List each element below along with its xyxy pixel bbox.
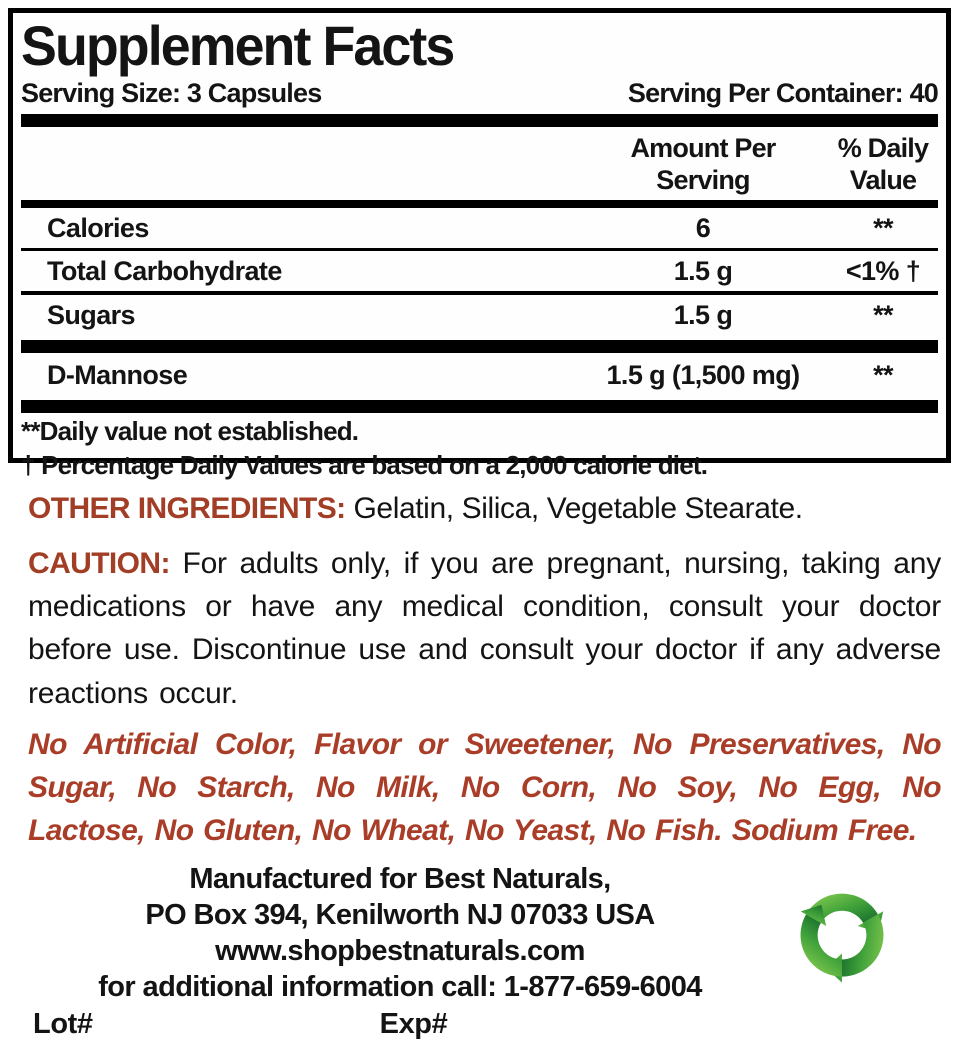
table-row-total-carbohydrate: Total Carbohydrate 1.5 g <1% † (21, 247, 938, 291)
table-row-calories: Calories 6 ** (21, 208, 938, 248)
daily-value-header: % Daily Value (828, 133, 938, 197)
row-dv: ** (873, 212, 893, 243)
spacer (21, 133, 578, 197)
table-row-sugars: Sugars 1.5 g ** (21, 290, 938, 335)
row-amount: 1.5 g (1,500 mg) (606, 359, 801, 390)
amount-header-line2: Serving (656, 164, 750, 195)
allergen-claims: No Artificial Color, Flavor or Sweetener… (28, 727, 942, 848)
other-ingredients-label: OTHER INGREDIENTS: (28, 492, 346, 525)
recycle-icon (781, 850, 903, 1008)
serving-size: Serving Size: 3 Capsules (21, 77, 322, 108)
other-ingredients: OTHER INGREDIENTS: Gelatin, Silica, Vege… (0, 489, 959, 528)
panel-title: Supplement Facts (21, 14, 455, 77)
exp-label: Exp# (379, 1008, 448, 1041)
dv-header-line2: Value (849, 164, 917, 195)
other-ingredients-text: Gelatin, Silica, Vegetable Stearate. (345, 492, 803, 525)
table-row-d-mannose: D-Mannose 1.5 g (1,500 mg) ** (21, 355, 938, 395)
phone-line: for additional information call: 1-877-6… (98, 971, 702, 1004)
row-name: Total Carbohydrate (47, 255, 282, 286)
row-name: D-Mannose (47, 359, 188, 390)
row-amount: 1.5 g (673, 255, 733, 286)
caution: CAUTION: For adults only, if you are pre… (0, 542, 959, 715)
website: www.shopbestnaturals.com (215, 935, 585, 968)
row-dv: <1% † (845, 255, 921, 286)
row-dv: ** (873, 299, 893, 330)
serving-row: Serving Size: 3 Capsules Serving Per Con… (21, 77, 939, 109)
address-line: PO Box 394, Kenilworth NJ 07033 USA (145, 899, 655, 932)
footnote-daily-value: **Daily value not established. (21, 415, 359, 446)
divider-medium (21, 199, 938, 208)
supplement-facts-panel: Supplement Facts Serving Size: 3 Capsule… (8, 8, 951, 480)
divider-thick (21, 113, 938, 127)
manufacturer-line: Manufactured for Best Naturals, (189, 863, 611, 896)
caution-label: CAUTION: (28, 547, 170, 580)
row-name: Calories (47, 212, 149, 243)
manufacturer-block: Manufactured for Best Naturals, PO Box 3… (0, 862, 800, 1006)
divider-thick (21, 339, 938, 353)
lot-label: Lot# (33, 1008, 93, 1041)
amount-per-serving-header: Amount Per Serving (578, 133, 828, 197)
amount-header-line1: Amount Per (630, 132, 776, 163)
column-headers: Amount Per Serving % Daily Value (21, 133, 938, 197)
row-amount: 6 (695, 212, 711, 243)
caution-text: For adults only, if you are pregnant, nu… (28, 547, 941, 710)
servings-per-container: Serving Per Container: 40 (627, 77, 939, 108)
lot-exp-row: Lot# Exp# (0, 1008, 959, 1041)
divider-thick (21, 399, 938, 413)
row-dv: ** (873, 359, 893, 390)
row-amount: 1.5 g (673, 299, 733, 330)
footnote-percent-dv: † Percentage Daily Values are based on a… (21, 450, 708, 481)
dv-header-line1: % Daily (837, 132, 929, 163)
row-name: Sugars (47, 299, 136, 330)
